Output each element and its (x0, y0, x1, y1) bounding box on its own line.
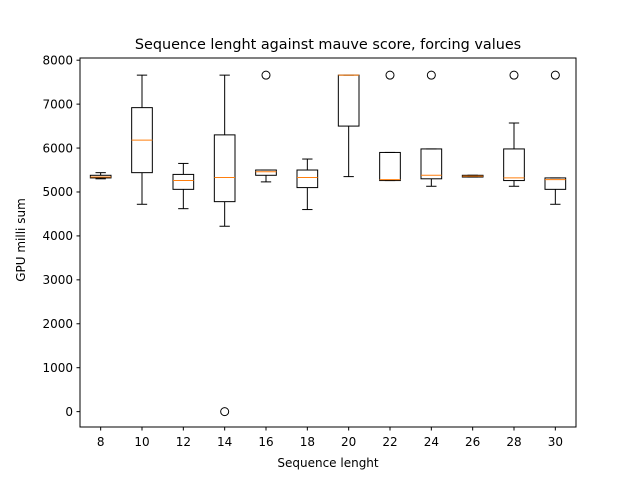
outlier-point (385, 70, 395, 80)
outlier-point (509, 70, 519, 80)
y-tick-label: 1000 (42, 361, 73, 375)
y-tick-label: 8000 (42, 53, 73, 67)
box-iqr (379, 151, 401, 182)
outlier-point (261, 70, 271, 80)
x-tick-label: 24 (424, 435, 439, 449)
x-tick-label: 10 (134, 435, 149, 449)
plot-area: 0 1000 2000 3000 4000 5000 6000 7000 8000 8 10 12 14… (42, 53, 567, 449)
chart-title: Sequence lenght against mauve score, for… (135, 37, 521, 53)
x-tick-label: 12 (176, 435, 191, 449)
y-tick-label: 7000 (42, 97, 73, 111)
x-tick-label: 16 (258, 435, 273, 449)
y-tick-label: 4000 (42, 229, 73, 243)
box-iqr (213, 134, 236, 203)
box-iqr (296, 169, 319, 189)
outlier-point (426, 70, 436, 80)
outlier-point (550, 70, 560, 80)
x-tick-label: 20 (341, 435, 356, 449)
x-tick-label: 22 (382, 435, 397, 449)
axes-frame (79, 57, 577, 428)
y-tick-label: 2000 (42, 317, 73, 331)
y-tick-label: 3000 (42, 273, 73, 287)
y-tick-label: 5000 (42, 185, 73, 199)
box-iqr (420, 148, 443, 180)
y-axis-label: GPU milli sum (14, 198, 28, 282)
x-tick-label: 28 (506, 435, 521, 449)
x-axis-label: Sequence lenght (277, 456, 379, 470)
x-tick-label: 8 (97, 435, 105, 449)
box-iqr (255, 169, 277, 176)
outlier-point (220, 407, 230, 417)
x-tick-label: 18 (300, 435, 315, 449)
box-iqr (172, 173, 195, 190)
x-tick-label: 30 (548, 435, 563, 449)
x-tick-label: 26 (465, 435, 480, 449)
box-iqr (544, 177, 567, 190)
y-tick-label: 6000 (42, 141, 73, 155)
x-tick-label: 14 (217, 435, 232, 449)
y-tick-label: 0 (65, 405, 73, 419)
box-iqr (503, 148, 525, 182)
